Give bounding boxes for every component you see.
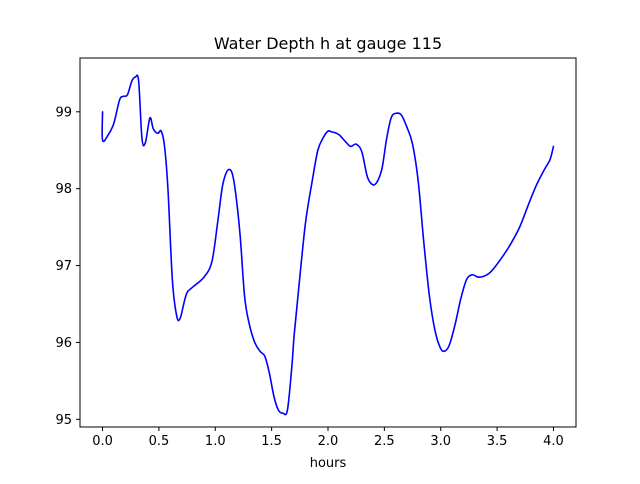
x-tick-label: 3.0 xyxy=(430,434,451,449)
x-axis-label: hours xyxy=(310,456,347,471)
x-tick-label: 0.5 xyxy=(149,434,170,449)
series-line-0 xyxy=(101,74,555,416)
y-tick-label: 98 xyxy=(55,182,72,197)
x-tick-label: 2.5 xyxy=(374,434,395,449)
x-tick-label: 0.0 xyxy=(92,434,113,449)
x-tick-label: 1.5 xyxy=(261,434,282,449)
x-tick-label: 4.0 xyxy=(543,434,564,449)
x-tick-label: 2.0 xyxy=(318,434,339,449)
y-tick-label: 95 xyxy=(55,413,72,428)
y-tick-label: 96 xyxy=(55,336,72,351)
x-tick-label: 1.0 xyxy=(205,434,226,449)
y-tick-label: 97 xyxy=(55,259,72,274)
y-axis-ticks: 95 96 97 98 99 xyxy=(55,105,80,428)
y-tick-label: 99 xyxy=(55,105,72,120)
x-axis-ticks: 0.0 0.5 1.0 1.5 2.0 2.5 3.0 3.5 4.0 xyxy=(92,427,564,449)
plot-area xyxy=(101,74,555,416)
x-tick-label: 3.5 xyxy=(487,434,508,449)
chart-title: Water Depth h at gauge 115 xyxy=(214,34,442,53)
